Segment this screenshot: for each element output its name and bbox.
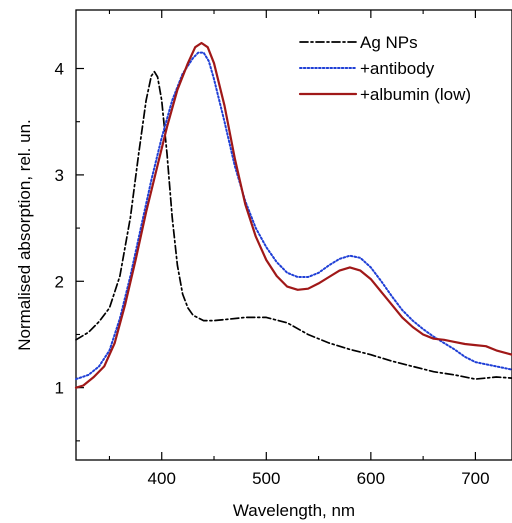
y-tick-label: 1	[55, 379, 64, 398]
x-tick-label: 400	[148, 469, 176, 488]
x-axis-title: Wavelength, nm	[233, 501, 355, 520]
x-tick-label: 600	[357, 469, 385, 488]
y-tick-label: 3	[55, 166, 64, 185]
y-tick-label: 2	[55, 272, 64, 291]
series-line-3	[74, 41, 512, 389]
y-tick-label: 4	[55, 60, 64, 79]
legend-label-2: +antibody	[360, 59, 435, 78]
legend: Ag NPs +antibody +albumin (low)	[298, 33, 471, 104]
x-tick-label: 700	[461, 469, 489, 488]
axis-ticks: 400 500 600 700 1 2 3 4	[55, 10, 490, 488]
x-tick-label: 500	[252, 469, 280, 488]
series-group	[74, 41, 512, 389]
series-line-1	[75, 70, 512, 380]
plot-frame	[75, 9, 512, 461]
legend-label-3: +albumin (low)	[360, 85, 471, 104]
y-axis-title: Normalised absorption, rel. un.	[15, 119, 34, 351]
series-line-2	[75, 51, 512, 381]
legend-label-1: Ag NPs	[360, 33, 418, 52]
